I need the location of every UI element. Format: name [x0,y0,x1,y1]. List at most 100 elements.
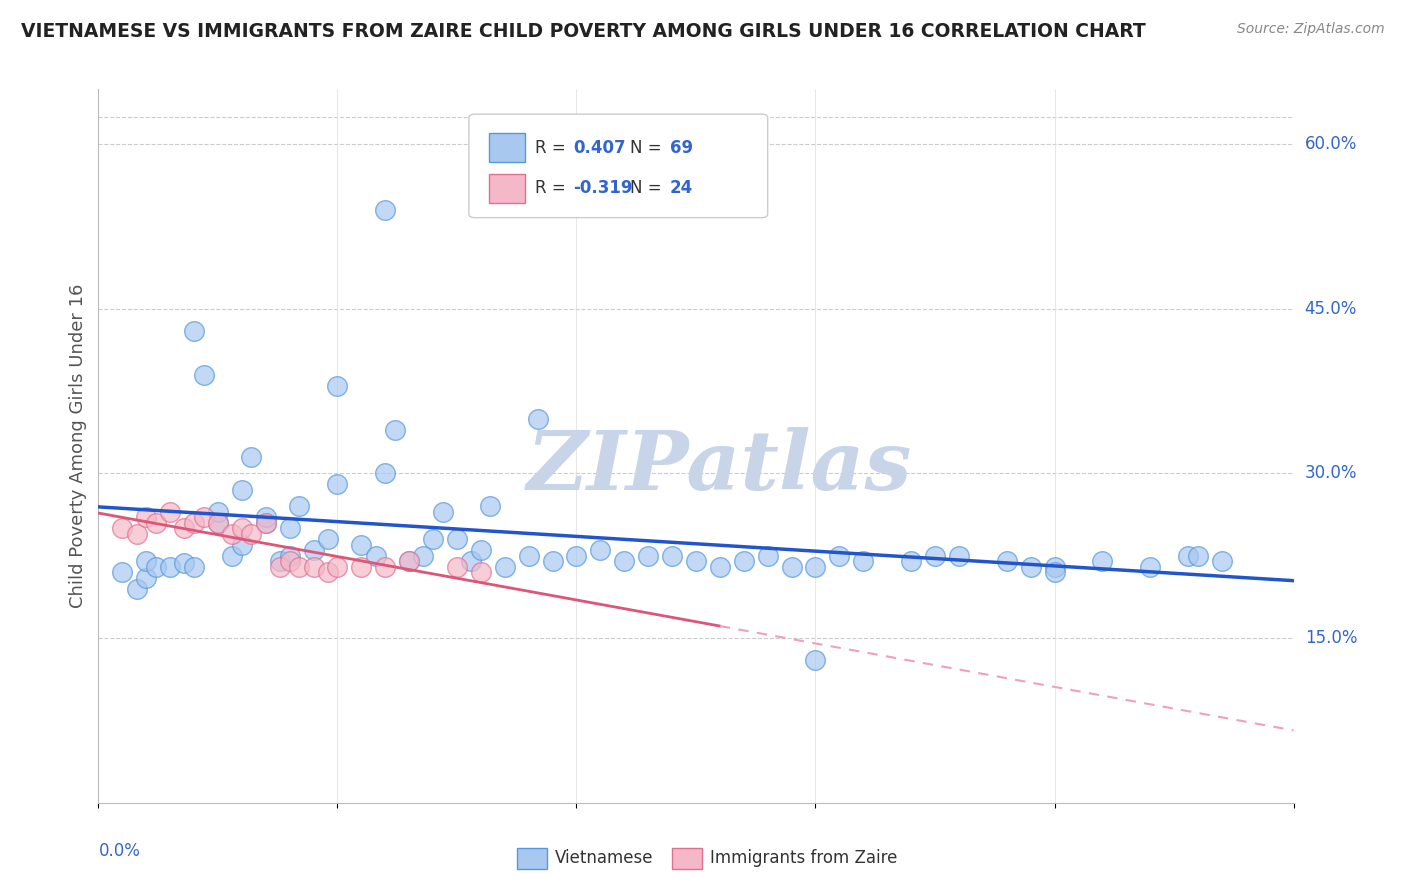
Point [326,559,349,574]
Point [240,526,263,541]
Point [231,483,253,497]
Point [364,549,387,563]
Point [756,549,779,563]
Point [288,500,311,514]
Point [326,378,349,392]
Point [733,554,755,568]
Point [900,554,922,568]
Point [479,500,502,514]
Point [221,549,243,563]
Text: R =: R = [534,139,571,157]
Point [422,533,444,547]
Text: -0.319: -0.319 [572,179,633,197]
Point [125,526,148,541]
Point [173,557,195,571]
Point [589,543,612,558]
Point [173,521,195,535]
Y-axis label: Child Poverty Among Girls Under 16: Child Poverty Among Girls Under 16 [69,284,87,608]
Text: 60.0%: 60.0% [1305,135,1357,153]
Point [316,533,339,547]
Point [384,423,406,437]
Point [326,477,349,491]
Point [494,559,516,574]
Point [145,516,167,530]
Point [1139,559,1161,574]
Point [183,516,205,530]
Point [1043,559,1066,574]
Point [145,559,167,574]
Point [685,554,707,568]
Point [432,505,454,519]
Point [1177,549,1199,563]
Point [1211,554,1233,568]
Point [948,549,970,563]
Point [1019,559,1042,574]
Text: 0.407: 0.407 [572,139,626,157]
Point [159,505,181,519]
Point [780,559,803,574]
Text: 45.0%: 45.0% [1305,300,1357,318]
Point [278,549,301,563]
Point [398,554,420,568]
Point [804,559,827,574]
Point [269,554,291,568]
FancyBboxPatch shape [672,847,702,869]
Point [111,566,134,580]
Point [207,505,229,519]
Point [193,368,215,382]
Point [412,549,434,563]
Point [302,543,325,558]
Point [446,533,468,547]
Point [254,510,277,524]
Point [995,554,1018,568]
FancyBboxPatch shape [489,134,524,162]
Text: 24: 24 [669,179,693,197]
FancyBboxPatch shape [470,114,768,218]
Point [709,559,731,574]
Point [398,554,420,568]
Point [852,554,875,568]
Point [374,202,396,217]
Point [460,554,482,568]
Text: 30.0%: 30.0% [1305,465,1357,483]
FancyBboxPatch shape [489,174,524,202]
Point [527,411,550,425]
Point [1043,566,1066,580]
Point [828,549,851,563]
Point [278,521,301,535]
Point [661,549,683,563]
Text: 69: 69 [669,139,693,157]
Point [470,543,492,558]
Point [231,538,253,552]
Point [125,582,148,596]
Point [470,566,492,580]
Text: Immigrants from Zaire: Immigrants from Zaire [710,849,897,867]
Point [231,521,253,535]
Point [637,549,659,563]
Point [350,538,373,552]
Point [159,559,181,574]
Point [804,653,827,667]
Point [302,559,325,574]
Point [278,554,301,568]
Point [254,516,277,530]
Point [183,324,205,338]
Point [207,516,229,530]
Point [613,554,636,568]
Point [565,549,588,563]
Text: 0.0%: 0.0% [98,842,141,860]
Point [350,559,373,574]
Point [374,467,396,481]
Point [316,566,339,580]
Text: VIETNAMESE VS IMMIGRANTS FROM ZAIRE CHILD POVERTY AMONG GIRLS UNDER 16 CORRELATI: VIETNAMESE VS IMMIGRANTS FROM ZAIRE CHIL… [21,22,1146,41]
Point [288,559,311,574]
Point [446,559,468,574]
Text: Vietnamese: Vietnamese [555,849,654,867]
Point [254,516,277,530]
Text: N =: N = [630,139,666,157]
Point [207,516,229,530]
Point [1091,554,1114,568]
Text: N =: N = [630,179,666,197]
Text: ZIPatlas: ZIPatlas [527,427,912,508]
Point [924,549,946,563]
